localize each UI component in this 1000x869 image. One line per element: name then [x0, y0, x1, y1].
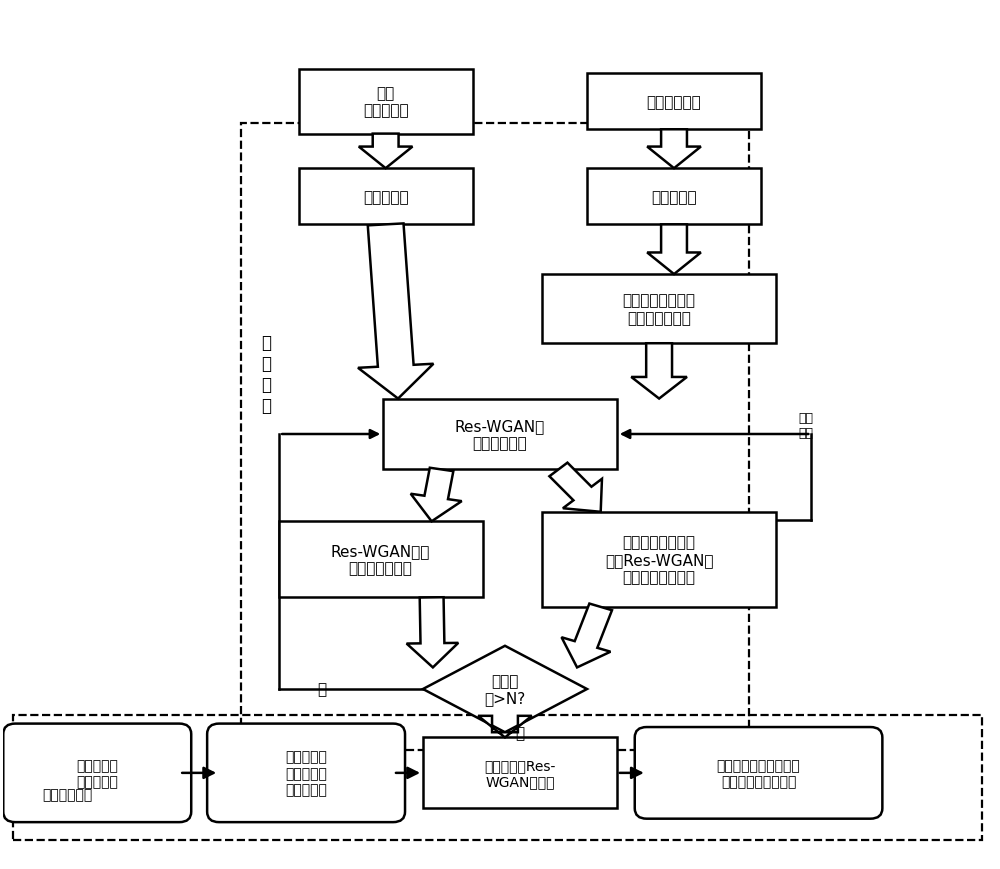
Polygon shape: [549, 463, 602, 512]
FancyBboxPatch shape: [635, 727, 882, 819]
Polygon shape: [411, 468, 462, 521]
Text: 是: 是: [515, 725, 524, 740]
Polygon shape: [423, 646, 587, 733]
Polygon shape: [478, 716, 532, 738]
Polygon shape: [359, 135, 412, 169]
Text: 迭代次
数>N?: 迭代次 数>N?: [484, 673, 526, 706]
Polygon shape: [407, 598, 458, 667]
Text: 更新
权重: 更新 权重: [799, 412, 814, 440]
Text: Res-WGAN生
成器生成图像: Res-WGAN生 成器生成图像: [455, 418, 545, 451]
Polygon shape: [631, 344, 687, 399]
Text: 生成数据阶段: 生成数据阶段: [43, 787, 93, 801]
FancyBboxPatch shape: [587, 74, 761, 130]
FancyBboxPatch shape: [207, 724, 405, 822]
Text: 内容一致、噪声特性良
好的低剂量投影图像: 内容一致、噪声特性良 好的低剂量投影图像: [717, 758, 800, 788]
Text: Res-WGAN局部
判别器判别真伪: Res-WGAN局部 判别器判别真伪: [331, 543, 430, 576]
FancyBboxPatch shape: [299, 169, 473, 225]
Text: 真实
低剂量投影: 真实 低剂量投影: [363, 86, 408, 118]
Text: 数据预处理: 数据预处理: [363, 189, 408, 204]
Text: 数据预处理: 数据预处理: [651, 189, 697, 204]
FancyBboxPatch shape: [423, 738, 617, 808]
FancyBboxPatch shape: [383, 399, 617, 470]
Text: 基于物理方法生成
初始低剂量投影: 基于物理方法生成 初始低剂量投影: [623, 293, 696, 326]
Text: 测试正常剂
量投影图像: 测试正常剂 量投影图像: [76, 758, 118, 788]
Text: 否: 否: [317, 681, 326, 697]
FancyBboxPatch shape: [279, 521, 483, 598]
FancyBboxPatch shape: [299, 70, 473, 135]
Polygon shape: [562, 604, 612, 667]
FancyBboxPatch shape: [542, 512, 776, 607]
FancyBboxPatch shape: [542, 275, 776, 344]
Text: 训练完成的Res-
WGAN生成器: 训练完成的Res- WGAN生成器: [484, 758, 556, 788]
FancyBboxPatch shape: [587, 169, 761, 225]
Text: 正常剂量投影: 正常剂量投影: [647, 95, 701, 109]
Polygon shape: [647, 130, 701, 169]
Text: 基于高频信息提取
器的Res-WGAN全
局判别器判别真伪: 基于高频信息提取 器的Res-WGAN全 局判别器判别真伪: [605, 534, 713, 585]
Text: 基于物理方
法生成初始
低剂量投影: 基于物理方 法生成初始 低剂量投影: [285, 750, 327, 796]
Text: 训
练
阶
段: 训 练 阶 段: [261, 334, 271, 415]
FancyBboxPatch shape: [3, 724, 191, 822]
Polygon shape: [647, 225, 701, 275]
Polygon shape: [358, 224, 433, 399]
